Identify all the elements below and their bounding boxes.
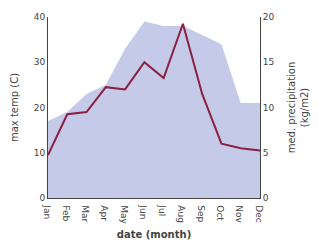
svg-text:0: 0 [263, 193, 269, 203]
svg-text:20: 20 [263, 12, 275, 22]
svg-text:med. precipitation(kg/m2): med. precipitation(kg/m2) [286, 62, 310, 154]
svg-text:Jan: Jan [42, 204, 52, 219]
svg-text:40: 40 [34, 12, 46, 22]
svg-text:Apr: Apr [99, 205, 109, 221]
svg-text:10: 10 [34, 148, 46, 158]
svg-text:Jul: Jul [157, 204, 167, 216]
svg-text:Oct: Oct [215, 205, 225, 221]
svg-text:15: 15 [263, 57, 274, 67]
svg-text:May: May [119, 205, 129, 224]
svg-text:10: 10 [263, 103, 275, 113]
svg-text:Nov: Nov [234, 205, 244, 223]
svg-text:Mar: Mar [80, 205, 90, 222]
svg-text:0: 0 [39, 193, 45, 203]
svg-text:Aug: Aug [176, 205, 186, 223]
svg-text:date (month): date (month) [117, 229, 191, 240]
svg-text:Jun: Jun [138, 204, 148, 219]
svg-text:30: 30 [34, 57, 46, 67]
svg-text:20: 20 [34, 103, 46, 113]
svg-text:max temp (C): max temp (C) [9, 73, 20, 142]
svg-text:5: 5 [263, 148, 269, 158]
svg-text:Dec: Dec [254, 205, 264, 222]
svg-text:Feb: Feb [61, 205, 71, 221]
svg-text:Sep: Sep [196, 205, 206, 222]
